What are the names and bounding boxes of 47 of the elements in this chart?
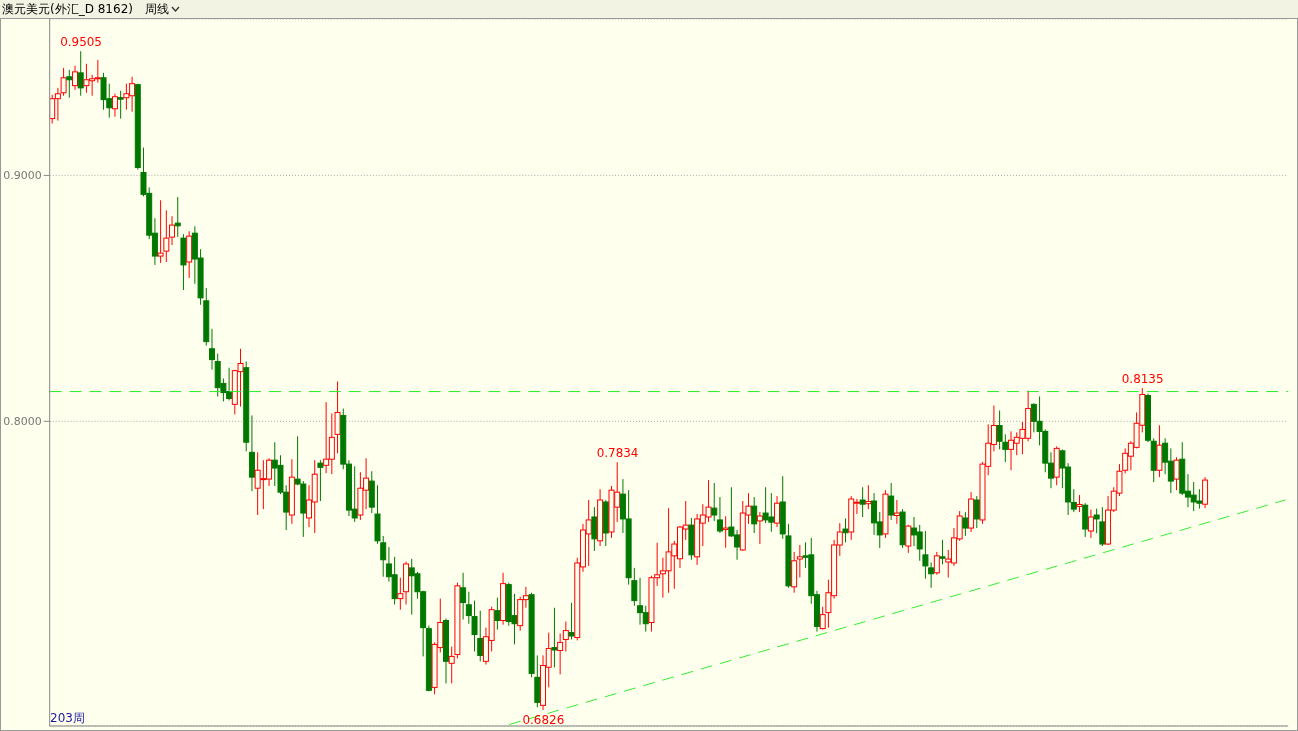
candlestick [397,577,404,611]
candlestick [933,551,940,576]
chart-title: 澳元美元(外汇_D 8162) [2,0,133,18]
candlestick [111,93,118,118]
candlestick [557,633,564,675]
candlestick [72,65,78,91]
candlestick [174,196,181,238]
candlestick [711,482,718,522]
annotation: 203周 [50,710,85,727]
candlestick [334,380,341,454]
candlestick [905,524,912,554]
candlestick [562,621,569,652]
candlestick [631,567,638,607]
candlestick [1173,456,1180,491]
candlestick [494,597,501,631]
y-tick-label: 0.8000 [3,415,42,429]
candlestick [77,50,84,97]
candlestick [796,544,803,578]
candlestick [893,499,900,525]
candlestick [939,539,946,565]
candlestick [962,511,969,537]
candlestick [716,496,723,534]
candlestick [568,602,575,640]
candlestick [460,572,467,621]
candlestick [117,90,124,120]
annotation: 0.7834 [596,446,639,461]
candlestick [865,484,872,510]
annotation: 0.9505 [60,35,102,50]
candlestick [551,607,558,668]
candlestick [317,459,324,502]
candlestick [66,69,73,99]
candlestick [751,496,758,534]
candlestick [859,486,866,518]
annotation: 0.8135 [1121,372,1164,387]
candlestick [477,610,484,662]
candlestick [1082,502,1089,538]
y-tick-label: 0.9000 [3,169,42,183]
chart-subtitle: 周线 [144,0,169,18]
annotation: 0.6826 [522,712,565,727]
candlestick [888,482,895,521]
candlestick [208,328,215,371]
candlestick [722,515,729,549]
candlestick [591,506,598,552]
candlestick [774,495,781,528]
candlestick [756,511,763,545]
candlestick [1087,509,1094,539]
candlestick [842,517,849,543]
